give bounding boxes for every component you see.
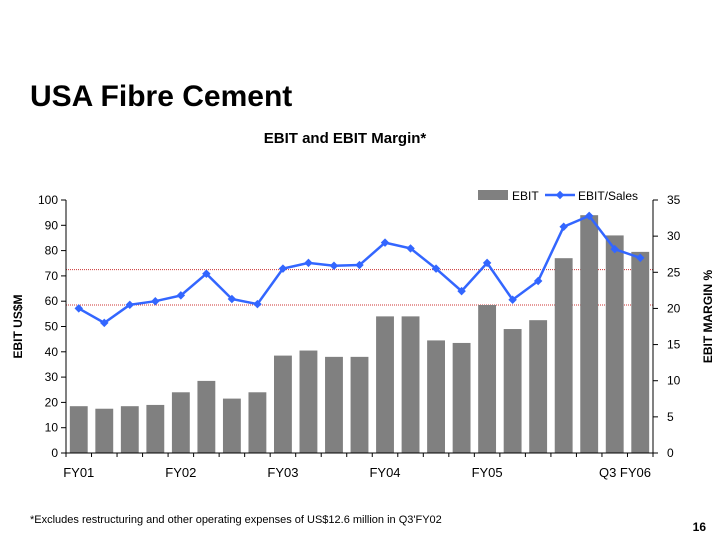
ebit-margin-point-10 — [304, 258, 313, 268]
left-tick-label: 0 — [51, 446, 58, 460]
right-tick-label: 10 — [667, 374, 681, 388]
x-tick-label: FY03 — [267, 465, 298, 480]
x-tick-label: FY01 — [63, 465, 94, 480]
ebit-margin-point-7 — [227, 294, 237, 304]
left-tick-label: 70 — [45, 269, 59, 283]
left-tick-label: 90 — [45, 218, 59, 232]
ebit-margin-point-12 — [355, 260, 364, 270]
ebit-bar-2 — [95, 408, 114, 453]
ebit-bar-5 — [171, 392, 190, 453]
ebit-bar-15 — [427, 340, 445, 453]
ebit-margin-point-14 — [406, 244, 415, 253]
ebit-bar-21 — [580, 215, 599, 453]
right-tick-label: 15 — [667, 338, 681, 352]
ebit-bar-12 — [350, 356, 369, 453]
ebit-margin-point-11 — [329, 261, 339, 271]
left-tick-label: 10 — [45, 421, 59, 435]
ebit-bar-8 — [248, 392, 267, 453]
legend-ebit-label: EBIT — [512, 189, 539, 203]
left-tick-label: 100 — [38, 193, 58, 207]
ebit-bar-7 — [222, 398, 241, 453]
ebit-bar-19 — [529, 320, 548, 453]
ebit-margin-point-16 — [457, 286, 466, 296]
ebit-margin-point-20 — [559, 222, 568, 231]
ebit-margin-point-6 — [202, 269, 211, 278]
ebit-margin-point-13 — [380, 238, 390, 247]
ebit-bar-10 — [299, 350, 318, 453]
right-tick-label: 25 — [667, 265, 681, 279]
chart-title: EBIT and EBIT Margin* — [263, 130, 427, 147]
ebit-bar-22 — [605, 235, 624, 453]
ebit-bar-3 — [120, 406, 139, 453]
ebit-bar-1 — [69, 406, 88, 453]
left-tick-label: 80 — [45, 244, 59, 258]
ebit-margin-point-18 — [508, 295, 517, 304]
ebit-margin-point-15 — [431, 264, 441, 273]
right-tick-label: 35 — [667, 193, 681, 207]
ebit-margin-point-1 — [74, 304, 84, 313]
y-axis-title: EBIT US$M — [11, 294, 25, 358]
legend-ebit-swatch — [478, 190, 508, 200]
ebit-margin-point-4 — [151, 296, 160, 306]
ebit-bar-4 — [146, 404, 165, 453]
page-title: USA Fibre Cement — [30, 80, 293, 113]
x-tick-label: FY02 — [165, 465, 196, 480]
right-tick-label: 5 — [667, 410, 674, 424]
left-tick-label: 60 — [45, 294, 59, 308]
ebit-bar-9 — [274, 355, 292, 453]
ebit-bar-23 — [631, 251, 650, 453]
x-tick-label: FY04 — [369, 465, 400, 480]
ebit-bar-6 — [197, 380, 216, 453]
left-tick-label: 30 — [45, 370, 59, 384]
ebit-bar-14 — [401, 316, 420, 453]
page-number: 16 — [692, 520, 706, 534]
x-tick-label: FY05 — [472, 465, 503, 480]
ebit-margin-point-9 — [278, 264, 288, 273]
ebit-margin-point-2 — [100, 318, 109, 328]
legend-margin-marker — [555, 190, 565, 200]
ebit-bar-13 — [376, 316, 394, 453]
footnote: *Excludes restructuring and other operat… — [30, 514, 442, 526]
left-tick-label: 40 — [45, 345, 59, 359]
right-tick-label: 20 — [667, 301, 681, 315]
legend-margin-label: EBIT/Sales — [578, 189, 638, 203]
ebit-bar-18 — [503, 329, 522, 453]
ebit-margin-point-17 — [482, 258, 492, 268]
ebit-bar-16 — [452, 342, 471, 453]
ebit-margin-point-19 — [533, 276, 543, 286]
ebit-margin-point-5 — [176, 291, 186, 300]
ebit-bar-20 — [554, 258, 573, 453]
ebit-bar-11 — [325, 356, 343, 453]
right-tick-label: 0 — [667, 446, 674, 460]
right-tick-label: 30 — [667, 229, 681, 243]
left-tick-label: 20 — [45, 395, 59, 409]
y2-axis-title: EBIT MARGIN % — [701, 270, 715, 364]
ebit-bar-17 — [478, 304, 497, 453]
x-tick-label: Q3 FY06 — [599, 465, 651, 480]
left-tick-label: 50 — [45, 320, 59, 334]
